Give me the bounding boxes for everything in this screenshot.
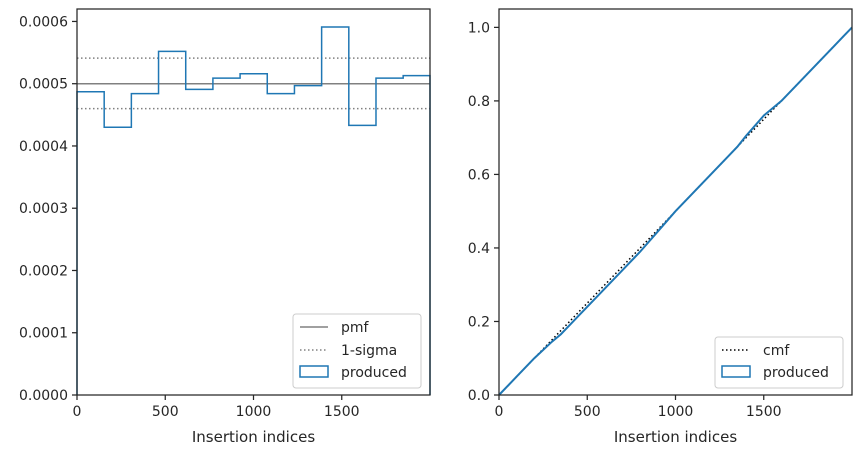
left-x-axis-label: Insertion indices <box>192 428 315 446</box>
y-tick-label: 0.0004 <box>19 139 68 155</box>
right-plot-area <box>498 26 853 396</box>
y-tick-label: 0.0001 <box>19 326 68 342</box>
y-tick-label: 0.0002 <box>19 263 68 279</box>
legend-pmf-label: pmf <box>341 320 370 336</box>
legend-cmf-label: cmf <box>763 343 790 359</box>
legend-produced-label: produced <box>341 365 407 381</box>
legend-1-sigma-label: 1-sigma <box>341 343 397 359</box>
right-x-ticks: 0 500 1000 1500 <box>495 395 782 420</box>
y-tick-label: 0.4 <box>468 241 490 257</box>
x-tick-label: 1500 <box>746 404 782 420</box>
produced-series-line <box>498 26 853 396</box>
produced-histogram-step <box>76 26 431 395</box>
y-tick-label: 0.0003 <box>19 201 68 217</box>
legend-produced-patch <box>299 365 329 378</box>
right-x-axis-label: Insertion indices <box>614 428 737 446</box>
x-tick-label: 500 <box>574 404 601 420</box>
x-tick-label: 1000 <box>236 404 272 420</box>
left-x-ticks: 0 500 1000 1500 <box>73 395 360 420</box>
left-legend-box <box>292 313 422 389</box>
y-tick-label: 0.6 <box>468 167 490 183</box>
y-tick-label: 0.8 <box>468 94 490 110</box>
y-tick-label: 0.0000 <box>19 388 68 404</box>
x-tick-label: 500 <box>152 404 179 420</box>
legend-produced-patch <box>721 365 751 378</box>
right-legend: cmf produced <box>714 336 844 389</box>
y-tick-label: 0.2 <box>468 314 490 330</box>
right-y-ticks: 0.0 0.2 0.4 0.6 0.8 1.0 <box>468 20 499 404</box>
left-legend: pmf 1-sigma produced <box>292 313 422 389</box>
y-tick-label: 0.0005 <box>19 77 68 93</box>
left-histogram-panel: 0 500 1000 1500 0.00000.00010.00020.00030.0… <box>19 8 431 446</box>
left-y-ticks: 0.0000 0.0001 0.0002 0.0003 0.0004 0.0005 0.00… <box>19 14 77 404</box>
x-tick-label: 1000 <box>658 404 694 420</box>
y-tick-label: 0.0 <box>468 388 490 404</box>
y-tick-label: 0.0006 <box>19 14 68 30</box>
x-tick-label: 1500 <box>324 404 360 420</box>
left-plot-area <box>76 26 431 395</box>
y-tick-label: 1.0 <box>468 20 490 36</box>
x-tick-label: 0 <box>73 404 82 420</box>
legend-produced-label: produced <box>763 365 829 381</box>
right-cumulative-panel: 0 500 1000 1500 0.0 0.2 0.4 0.6 0.8 1.0 Insertio… <box>468 8 853 446</box>
x-tick-label: 0 <box>495 404 504 420</box>
